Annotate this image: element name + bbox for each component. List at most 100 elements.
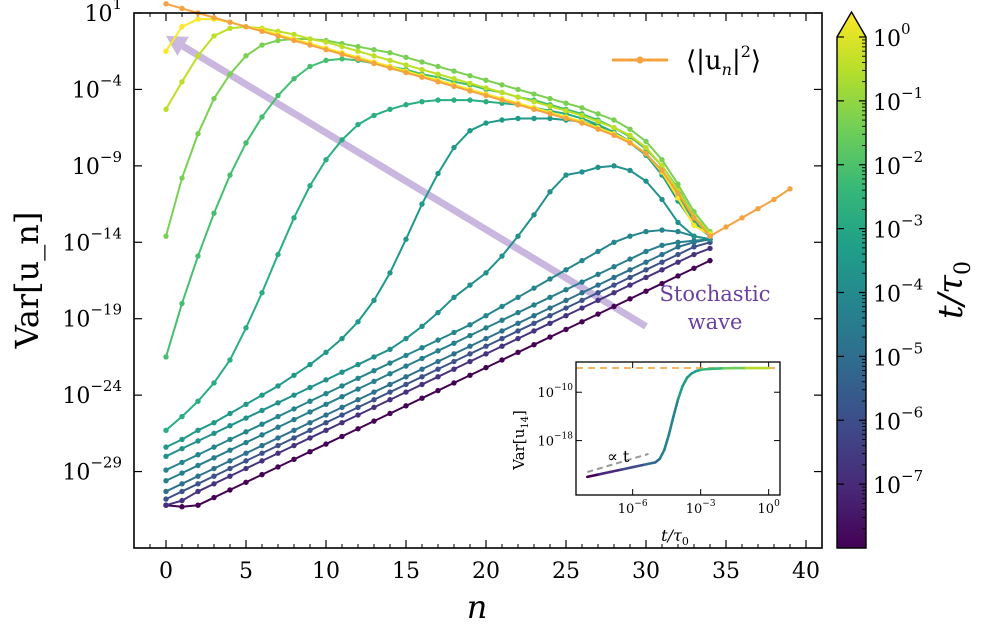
data-point: [499, 253, 505, 259]
data-point: [547, 111, 553, 117]
data-point: [195, 462, 201, 469]
data-point: [435, 348, 441, 354]
data-point: [307, 384, 313, 391]
data-point: [211, 210, 217, 216]
x-tick-label: 30: [632, 559, 660, 584]
data-point: [627, 256, 633, 262]
y-tick-exponent: −14: [90, 224, 122, 242]
data-point: [163, 106, 169, 113]
data-point: [339, 419, 345, 426]
data-point: [499, 82, 505, 88]
main-plot: 0 5 10 15 20 25 30 35 40 10110−410−910−1410−1910…: [8, 0, 823, 626]
y-tick-exponent: −29: [90, 454, 122, 472]
series-t=3e-8: [163, 245, 713, 508]
data-point: [259, 42, 265, 48]
data-point: [467, 88, 473, 94]
y-tick-label: 101: [84, 0, 122, 27]
data-point: [643, 138, 649, 145]
data-point: [611, 303, 617, 310]
data-point: [627, 296, 633, 302]
data-point: [211, 430, 217, 437]
inset-frame: [575, 361, 781, 496]
data-point: [403, 381, 409, 388]
data-point: [243, 140, 249, 146]
data-point: [195, 438, 201, 444]
data-point: [243, 450, 249, 456]
y-tick-label: 10−4: [72, 71, 122, 103]
data-point: [451, 83, 457, 90]
data-point: [179, 5, 185, 12]
data-point: [483, 77, 489, 83]
data-point: [259, 114, 265, 120]
data-point: [211, 33, 217, 39]
legend-label-close: ⟩: [751, 46, 761, 76]
data-point: [163, 427, 169, 433]
data-point: [483, 351, 489, 357]
data-point: [307, 398, 313, 404]
data-point: [691, 215, 697, 221]
data-point: [483, 98, 489, 105]
inset-series: [576, 366, 780, 479]
data-point: [451, 329, 457, 336]
data-point: [499, 317, 505, 323]
data-point: [307, 435, 313, 441]
data-point: [595, 311, 601, 317]
data-point: [371, 112, 377, 119]
data-point: [659, 167, 665, 174]
data-point: [163, 488, 169, 495]
data-point: [339, 369, 345, 375]
data-point: [339, 433, 345, 440]
data-point: [307, 36, 313, 42]
data-point: [355, 361, 361, 368]
data-point: [435, 170, 441, 177]
inset-curve-segment: [658, 448, 666, 461]
data-point: [435, 63, 441, 70]
data-point: [355, 319, 361, 325]
y-tick-label: 10−29: [62, 454, 122, 486]
data-point: [227, 357, 233, 363]
data-point: [227, 25, 233, 31]
data-point: [339, 404, 345, 411]
data-point: [259, 407, 265, 414]
data-point: [419, 381, 425, 388]
data-point: [243, 439, 249, 446]
data-point: [259, 290, 265, 296]
data-point: [371, 378, 377, 385]
data-point: [211, 465, 217, 472]
data-point: [387, 270, 393, 276]
data-point: [275, 37, 281, 44]
data-point: [451, 340, 457, 346]
data-point: [563, 108, 569, 114]
data-point: [675, 190, 681, 197]
data-point: [643, 288, 649, 294]
legend-label-bar: |: [732, 46, 741, 76]
data-point: [403, 69, 409, 76]
data-point: [579, 257, 585, 264]
x-tick-label: 40: [792, 559, 820, 584]
data-point: [643, 178, 649, 184]
x-tick-label: 35: [712, 559, 740, 584]
data-point: [531, 285, 537, 291]
data-point: [355, 56, 361, 62]
data-point: [195, 488, 201, 495]
data-point: [275, 383, 281, 389]
data-point: [323, 412, 329, 418]
data-point: [499, 335, 505, 342]
data-point: [387, 381, 393, 388]
data-point: [563, 305, 569, 311]
data-point: [515, 320, 521, 326]
data-point: [691, 238, 697, 244]
inset-curve-segment: [676, 384, 684, 401]
y-tick-exponent: −4: [100, 71, 122, 89]
inset-plot: 10−6 10−3 100 10−10 10−18 t/τ0 Var[u14] ∝ t: [510, 361, 781, 548]
data-point: [323, 157, 329, 163]
colorbar: 100 10−1 10−2 10−3 10−4 10−5 10−6 10−7 t/τ0: [836, 10, 976, 549]
data-point: [547, 276, 553, 282]
data-point: [275, 450, 281, 456]
data-point: [323, 39, 329, 45]
data-point: [291, 416, 297, 423]
data-point: [179, 488, 185, 495]
data-point: [259, 442, 265, 449]
data-point: [499, 97, 505, 103]
data-point: [739, 215, 745, 221]
